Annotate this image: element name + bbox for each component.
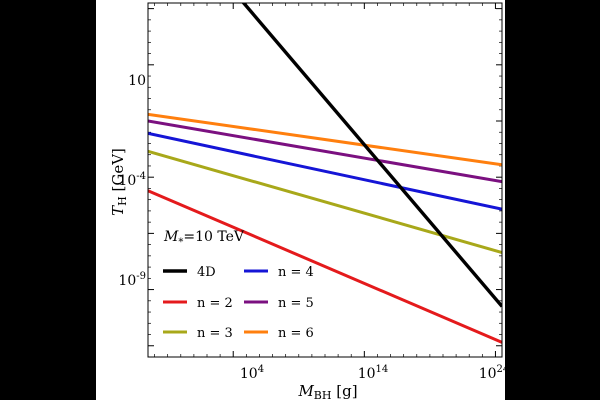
x-tick-label-3: 1024 bbox=[479, 364, 505, 382]
y-tick-label-1: 10 bbox=[128, 73, 146, 89]
x-axis-label: MBH [g] bbox=[297, 382, 357, 400]
plot-panel: 10 10-4 10-9 104 1014 1024 MBH [g] TH [G… bbox=[96, 0, 505, 400]
x-tick-label-2: 1014 bbox=[358, 364, 389, 382]
series-line-n6 bbox=[148, 112, 502, 167]
series-layer bbox=[148, 3, 502, 344]
legend-label-n3: n = 3 bbox=[197, 326, 233, 341]
legend-label-n6: n = 6 bbox=[278, 326, 314, 341]
y-tick-label-3: 10-9 bbox=[118, 271, 146, 289]
y-tick-label-2: 10-4 bbox=[118, 171, 146, 189]
series-line-n2 bbox=[148, 189, 502, 344]
mass-annotation: M*=10 TeV bbox=[163, 229, 245, 248]
y-axis-label: TH [GeV] bbox=[109, 148, 129, 216]
series-line-n5 bbox=[148, 119, 502, 184]
x-tick-label-1: 104 bbox=[240, 364, 264, 382]
legend-label-n5: n = 5 bbox=[278, 296, 314, 311]
plot-frame bbox=[147, 2, 503, 358]
legend-label-4d: 4D bbox=[197, 265, 216, 280]
legend-label-n2: n = 2 bbox=[197, 296, 233, 311]
series-line-n4 bbox=[148, 131, 502, 211]
series-line-4d bbox=[241, 3, 502, 308]
legend-label-n4: n = 4 bbox=[278, 265, 314, 280]
legend: 4D n = 2 n = 3 n = 4 n = 5 n = 6 bbox=[163, 265, 314, 341]
chart: 10 10-4 10-9 104 1014 1024 MBH [g] TH [G… bbox=[109, 2, 505, 400]
